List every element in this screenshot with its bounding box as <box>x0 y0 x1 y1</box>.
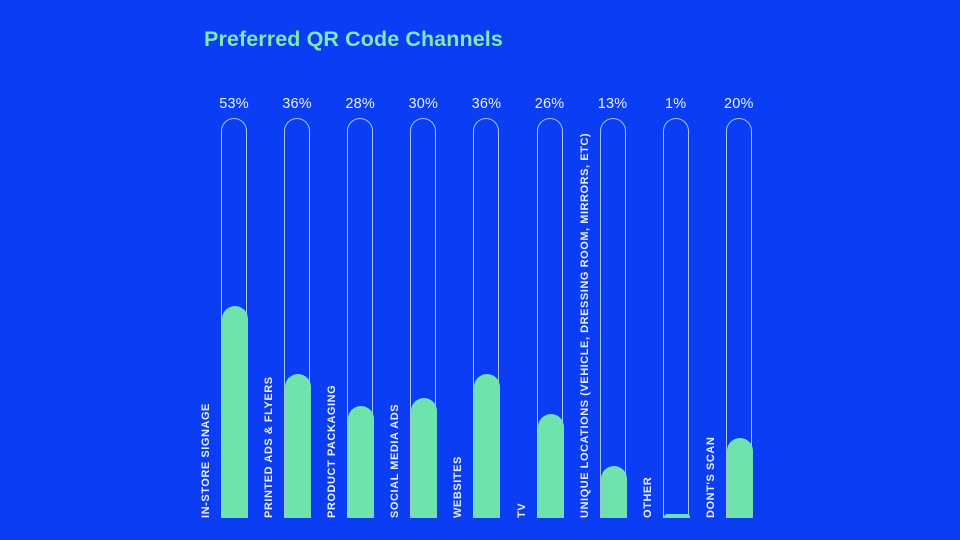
bar-column[interactable]: 36% PRINTED ADS & FLYERS <box>263 96 312 518</box>
bar-track <box>221 118 248 518</box>
bar-track <box>473 118 501 518</box>
bar-track <box>536 118 564 518</box>
bar-category-label: SOCIAL MEDIA ADS <box>389 403 402 518</box>
bar-column[interactable]: 26% TV <box>516 96 564 518</box>
bar-category-label: WEBSITES <box>452 456 465 518</box>
bar-category-label: PRINTED ADS & FLYERS <box>263 376 276 518</box>
bar-track <box>284 118 312 518</box>
bar-fill <box>663 514 690 518</box>
bar-value-label: 1% <box>665 96 687 112</box>
bar-column[interactable]: 20% DONT'S SCAN <box>705 96 753 518</box>
bar-column[interactable]: 1% OTHER <box>642 96 690 518</box>
bar-value-label: 28% <box>345 96 375 112</box>
bar-category-label: OTHER <box>641 476 654 518</box>
bar-track <box>347 118 375 518</box>
bar-column[interactable]: 28% PRODUCT PACKAGING <box>326 96 375 518</box>
bar-fill <box>222 306 248 518</box>
bar-track <box>410 118 438 518</box>
bar-value-label: 13% <box>597 96 628 112</box>
bar-fill <box>411 398 438 518</box>
bar-column[interactable]: 36% WEBSITES <box>452 96 501 518</box>
bar-value-label: 20% <box>723 96 754 112</box>
bar-category-label: UNIQUE LOCATIONS (VEHICLE, DRESSING ROOM… <box>578 132 591 518</box>
bar-value-label: 30% <box>408 96 439 112</box>
bar-fill <box>537 414 564 518</box>
bar-fill <box>726 438 753 518</box>
bar-category-label: PRODUCT PACKAGING <box>326 384 339 518</box>
bar-category-label: IN-STORE SIGNAGE <box>200 403 212 518</box>
bar-track <box>725 118 753 518</box>
bar-value-label: 53% <box>219 96 249 112</box>
bar-category-label: DONT'S SCAN <box>704 436 717 518</box>
bar-category-label: TV <box>515 502 528 518</box>
bar-fill <box>474 374 501 518</box>
bar-track <box>599 118 627 518</box>
chart-title: Preferred QR Code Channels <box>204 27 503 51</box>
bar-fill <box>348 406 375 518</box>
bar-track <box>662 118 690 518</box>
bar-fill <box>600 466 627 518</box>
bar-fill <box>285 374 312 518</box>
bar-column[interactable]: 30% SOCIAL MEDIA ADS <box>389 96 438 518</box>
bar-column[interactable]: 53% IN-STORE SIGNAGE <box>200 96 249 518</box>
bar-value-label: 36% <box>471 96 502 112</box>
bar-value-label: 26% <box>534 96 565 112</box>
bar-column[interactable]: 13% UNIQUE LOCATIONS (VEHICLE, DRESSING R… <box>579 96 627 518</box>
bar-value-label: 36% <box>282 96 312 112</box>
